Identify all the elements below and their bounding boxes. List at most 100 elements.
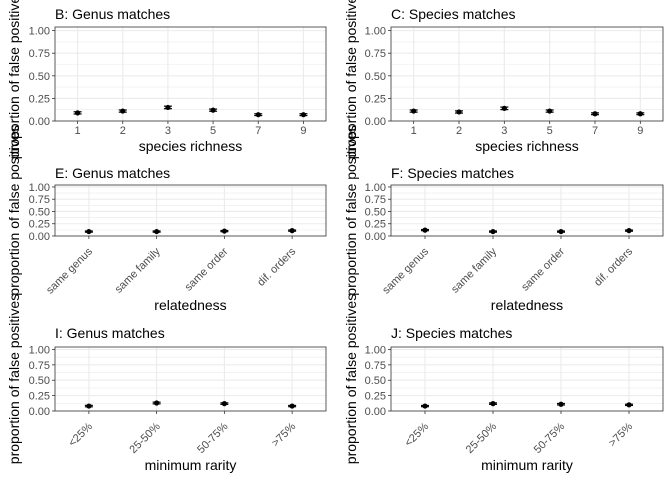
panel-2: 0.00 0.25 0.50 0.75 1.00 1 2 3 5 7 9 C: Species mat… [365, 6, 664, 154]
data-point [86, 228, 92, 235]
data-point [547, 108, 553, 114]
x-tick-label: 7 [255, 125, 261, 137]
x-tick-label: 25-50% [464, 420, 499, 455]
y-tick-label: 0.75 [29, 194, 50, 206]
y-tick-label: 0.25 [29, 219, 50, 231]
data-point [490, 228, 496, 235]
panel-background [391, 27, 663, 121]
y-tick-label: 0.00 [29, 406, 50, 418]
panel-title: J: Species matches [391, 325, 512, 341]
y-tick-label: 0.00 [29, 231, 50, 243]
x-tick-label: dif. orders [255, 245, 298, 288]
x-axis-label: species richness [475, 138, 579, 154]
y-tick-label: 0.75 [365, 48, 386, 60]
panel-background [55, 185, 326, 236]
y-tick-label: 0.00 [29, 116, 50, 128]
y-tick-label: 0.50 [29, 71, 50, 83]
x-tick-label: 2 [456, 125, 462, 137]
panel-title: F: Species matches [391, 165, 514, 181]
data-point [422, 403, 428, 409]
y-tick-label: 1.00 [365, 182, 386, 194]
data-point [490, 401, 496, 407]
data-point [210, 107, 216, 113]
x-tick-label: 2 [120, 125, 126, 137]
y-tick-label: 0.25 [365, 219, 386, 231]
data-point [289, 228, 295, 234]
panel-border [54, 26, 327, 122]
x-tick-label: same order [183, 245, 231, 293]
x-tick-label: same genus [380, 245, 431, 296]
y-tick-label: 1.00 [29, 344, 50, 356]
data-point [289, 403, 295, 409]
x-tick-label: same family [113, 245, 163, 295]
panel-title: C: Species matches [391, 6, 516, 22]
y-tick-label: 0.50 [365, 71, 386, 83]
y-axis-label: proportion of false positives [6, 125, 22, 295]
x-tick-label: same order [519, 245, 567, 293]
x-axis-label: minimum rarity [481, 457, 573, 473]
x-tick-label: same family [449, 245, 499, 295]
data-point [86, 403, 92, 409]
data-point [637, 111, 643, 117]
y-tick-label: 1.00 [365, 26, 386, 38]
x-axis-label: relatedness [491, 297, 563, 313]
y-tick-label: 0.50 [29, 375, 50, 387]
x-axis-label: minimum rarity [145, 457, 237, 473]
y-tick-label: 0.50 [365, 375, 386, 387]
x-tick-label: >75% [270, 420, 299, 449]
data-point [154, 228, 160, 235]
x-tick-label: 9 [637, 125, 643, 137]
data-point [221, 228, 227, 234]
y-tick-label: 1.00 [29, 182, 50, 194]
x-axis-label: species richness [139, 138, 243, 154]
x-tick-label: 50-75% [195, 420, 230, 455]
data-point [501, 105, 507, 111]
data-point [626, 228, 632, 234]
y-tick-label: 0.00 [365, 116, 386, 128]
y-axis-label: proportion of false positives [6, 294, 22, 464]
panel-border [54, 184, 327, 237]
panel-3: 0.000.250.500.751.00 same genus same famil… [29, 165, 327, 313]
y-tick-label: 0.75 [29, 48, 50, 60]
data-point [626, 402, 632, 408]
x-tick-label: 50-75% [532, 420, 567, 455]
panel-background [55, 27, 326, 121]
data-point [456, 109, 462, 115]
x-axis-label: relatedness [154, 297, 226, 313]
y-tick-label: 0.25 [29, 93, 50, 105]
data-point [592, 111, 598, 117]
y-axis-label: proportion of false positives [343, 0, 359, 159]
panel-5: 0.00 0.25 0.50 0.75 1.00 <25% 25-50% 50-75% >75%… [29, 325, 327, 473]
y-tick-label: 0.50 [365, 206, 386, 218]
y-tick-label: 0.75 [365, 194, 386, 206]
data-point [74, 110, 81, 116]
panel-background [391, 185, 663, 236]
panel-border [390, 184, 664, 237]
panel-title: I: Genus matches [55, 325, 165, 341]
data-point [558, 401, 564, 407]
y-axis-label: proportion of false positives [6, 0, 22, 159]
panel-border [390, 346, 664, 412]
x-tick-label: same genus [44, 245, 95, 296]
x-tick-label: 1 [75, 125, 81, 137]
panel-title: E: Genus matches [55, 165, 170, 181]
data-point [221, 401, 227, 407]
y-tick-label: 1.00 [29, 26, 50, 38]
data-point [300, 112, 307, 118]
x-tick-label: <25% [403, 420, 432, 449]
data-point [411, 108, 417, 114]
x-tick-label: 3 [165, 125, 171, 137]
panel-background [55, 347, 326, 411]
x-tick-label: 3 [501, 125, 507, 137]
data-point [165, 104, 171, 111]
data-point [422, 227, 428, 233]
y-tick-label: 0.25 [365, 391, 386, 403]
panel-4: 0.000.250.500.751.00 same genus same famil… [365, 165, 664, 313]
y-tick-label: 0.25 [365, 93, 386, 105]
y-axis-label: proportion of false positives [343, 294, 359, 464]
data-point [154, 400, 160, 406]
y-tick-label: 0.25 [29, 391, 50, 403]
panel-title: B: Genus matches [55, 6, 170, 22]
data-point [120, 108, 126, 114]
